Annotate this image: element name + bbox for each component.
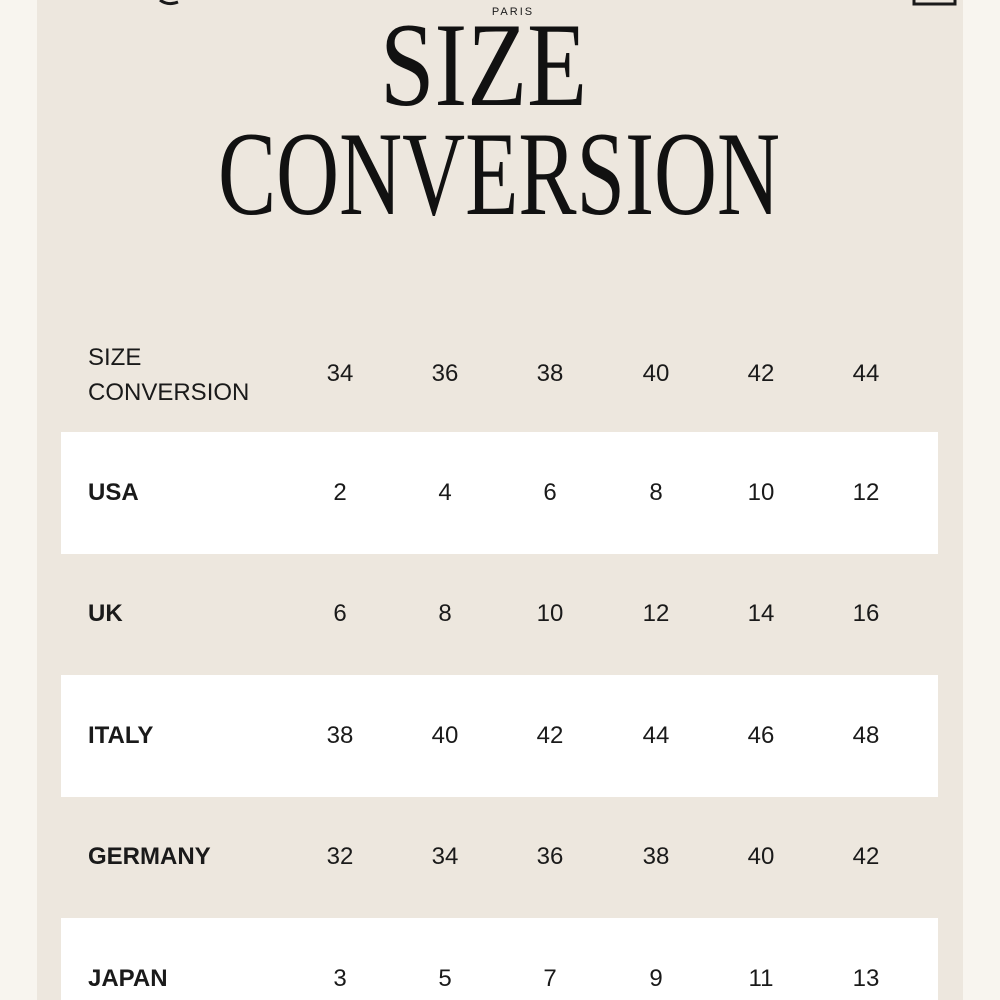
table-cell: 42 bbox=[852, 843, 880, 871]
brand-sub: PARIS bbox=[492, 6, 534, 18]
column-header: 44 bbox=[852, 360, 880, 387]
table-cell: 6 bbox=[543, 478, 557, 506]
row-background bbox=[61, 918, 938, 1000]
table-cell: 38 bbox=[642, 843, 670, 871]
column-header: 38 bbox=[536, 360, 564, 387]
row-label: UK bbox=[88, 600, 123, 628]
table-cell: 36 bbox=[536, 843, 564, 871]
row-label: ITALY bbox=[88, 721, 154, 749]
table-cell: 8 bbox=[649, 478, 663, 506]
table-cell: 3 bbox=[333, 964, 347, 992]
table-cell: 7 bbox=[543, 964, 557, 992]
row-label: JAPAN bbox=[88, 964, 168, 992]
table-cell: 40 bbox=[747, 843, 775, 871]
table-cell: 12 bbox=[852, 478, 880, 506]
table-cell: 44 bbox=[642, 721, 670, 749]
row-label: GERMANY bbox=[88, 843, 211, 871]
column-header: 34 bbox=[326, 360, 354, 387]
bag-icon bbox=[912, 0, 957, 6]
column-header: 36 bbox=[431, 360, 459, 387]
table-cell: 10 bbox=[536, 600, 564, 628]
table-cell: 32 bbox=[326, 843, 354, 871]
table-cell: 42 bbox=[536, 721, 564, 749]
table-cell: 16 bbox=[852, 600, 880, 628]
row-label: USA bbox=[88, 478, 139, 506]
table-cell: 34 bbox=[431, 843, 459, 871]
table-cell: 40 bbox=[431, 721, 459, 749]
table-cell: 38 bbox=[326, 721, 354, 749]
table-cell: 4 bbox=[438, 478, 452, 506]
table-cell: 48 bbox=[852, 721, 880, 749]
table-cell: 2 bbox=[333, 478, 347, 506]
title-area: PARIS SIZE CONVERSION bbox=[159, 0, 957, 240]
header-label: SIZE CONVERSION bbox=[88, 344, 250, 406]
table-cell: 5 bbox=[438, 964, 452, 992]
table-cell: 12 bbox=[642, 600, 670, 628]
column-header: 42 bbox=[747, 360, 775, 387]
table-cell: 10 bbox=[747, 478, 775, 506]
column-header: 40 bbox=[642, 360, 670, 387]
table-cell: 8 bbox=[438, 600, 452, 628]
logo-fragment bbox=[159, 0, 179, 6]
title-line: CONVERSION bbox=[218, 107, 780, 240]
row-background bbox=[61, 675, 938, 797]
title-line: SIZE bbox=[380, 0, 587, 131]
table-cell: 11 bbox=[748, 964, 774, 992]
row-background bbox=[61, 432, 938, 554]
table-cell: 9 bbox=[649, 964, 663, 992]
table-cell: 13 bbox=[852, 964, 880, 992]
table-cell: 46 bbox=[747, 721, 775, 749]
table-cell: 6 bbox=[333, 600, 347, 628]
table-cell: 14 bbox=[747, 600, 775, 628]
